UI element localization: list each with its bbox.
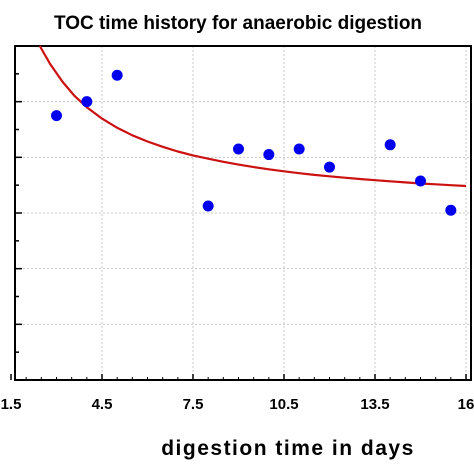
data-point (202, 200, 214, 212)
x-tick-label: 4.5 (92, 396, 113, 413)
x-tick-label: 1.5 (1, 396, 22, 413)
data-point (111, 69, 123, 81)
data-point (81, 96, 93, 108)
data-point (445, 204, 457, 216)
data-point (324, 161, 335, 173)
axis-ticks (10, 45, 467, 381)
data-point (233, 143, 244, 155)
x-axis-label: digestion time in days (161, 437, 415, 460)
data-points (51, 69, 457, 216)
chart-title: TOC time history for anaerobic digestion (54, 13, 422, 34)
x-tick-label: 16 (458, 396, 474, 413)
data-point (263, 149, 275, 161)
grid (15, 46, 471, 380)
data-point (51, 110, 62, 122)
x-tick-label: 10.5 (269, 396, 298, 413)
fit-curve-group (38, 45, 467, 188)
x-tick-label: 7.5 (183, 396, 204, 413)
x-tick-label: 13.5 (360, 396, 389, 413)
fit-curve (38, 45, 467, 188)
x-tick-labels: 1.5 4.5 7.5 10.5 13.5 16 (1, 396, 474, 413)
data-point (415, 175, 426, 187)
data-point (293, 143, 305, 155)
data-point (384, 139, 396, 151)
